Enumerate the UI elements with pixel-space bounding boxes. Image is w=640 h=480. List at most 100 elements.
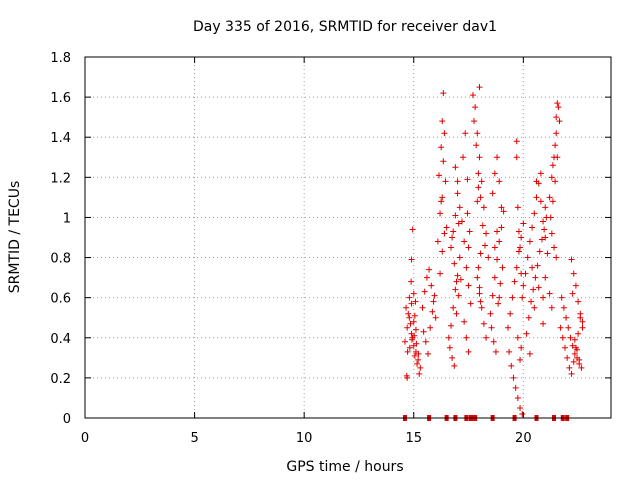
data-point <box>455 292 462 299</box>
x-tick-label: 10 <box>296 431 313 446</box>
data-point <box>474 130 481 137</box>
data-point <box>495 300 502 307</box>
data-point <box>497 280 504 287</box>
data-point <box>476 84 483 91</box>
data-point <box>579 324 586 331</box>
data-point <box>408 278 415 285</box>
data-point <box>513 264 520 271</box>
data-point <box>415 350 422 357</box>
data-point <box>478 178 485 185</box>
data-point <box>490 338 497 345</box>
data-point <box>574 346 581 353</box>
data-point <box>555 104 562 111</box>
data-point <box>517 404 524 411</box>
x-axis-ticks: 0 5 10 15 20 <box>81 57 532 446</box>
data-point <box>494 228 501 235</box>
data-point <box>471 118 478 125</box>
data-point <box>419 304 426 311</box>
data-point <box>462 130 469 137</box>
data-point <box>532 274 539 281</box>
data-point <box>451 260 458 267</box>
data-point <box>519 294 526 301</box>
data-point <box>437 270 444 277</box>
data-point <box>488 324 495 331</box>
data-point <box>547 214 554 221</box>
data-point <box>453 310 460 317</box>
data-point <box>404 324 411 331</box>
data-point <box>485 254 492 261</box>
data-point <box>408 336 415 343</box>
data-point <box>422 338 429 345</box>
data-point <box>533 194 540 201</box>
data-point <box>544 250 551 257</box>
data-point <box>575 330 582 337</box>
data-point <box>552 142 559 149</box>
data-point <box>429 308 436 315</box>
data-point <box>509 294 516 301</box>
data-point <box>496 238 503 245</box>
data-point <box>524 254 531 261</box>
data-point <box>461 238 468 245</box>
data-point <box>491 274 498 281</box>
data-point <box>546 290 553 297</box>
data-point <box>560 304 567 311</box>
data-point <box>420 328 427 335</box>
data-point <box>552 178 559 185</box>
data-point <box>537 198 544 205</box>
data-point <box>403 304 410 311</box>
data-point <box>576 356 583 363</box>
data-point <box>528 298 535 305</box>
data-point <box>445 334 452 341</box>
data-point <box>512 384 519 391</box>
data-point <box>407 320 414 327</box>
data-point <box>570 270 577 277</box>
data-point <box>499 264 506 271</box>
data-point <box>551 244 558 251</box>
data-point <box>549 198 556 205</box>
data-point <box>464 176 471 183</box>
data-point <box>520 220 527 227</box>
data-point <box>455 220 462 227</box>
data-point <box>554 154 561 161</box>
data-point <box>569 290 576 297</box>
data-point <box>409 226 416 233</box>
data-point <box>477 250 484 257</box>
data-point <box>538 236 545 243</box>
data-point <box>406 344 413 351</box>
data-point <box>424 350 431 357</box>
x-tick-label: 5 <box>190 431 198 446</box>
y-tick-label: 0.2 <box>50 372 71 387</box>
data-point <box>457 276 464 283</box>
data-point <box>442 178 449 185</box>
data-point <box>542 234 549 241</box>
data-point <box>537 170 544 177</box>
data-point <box>427 324 434 331</box>
data-point <box>412 326 419 333</box>
data-point <box>500 208 507 215</box>
data-point <box>449 234 456 241</box>
data-point <box>507 310 514 317</box>
data-point <box>452 164 459 171</box>
data-point <box>451 362 458 369</box>
data-point <box>561 344 568 351</box>
data-point <box>566 364 573 371</box>
data-point <box>514 204 521 211</box>
data-point <box>439 248 446 255</box>
data-point <box>506 348 513 355</box>
data-point <box>416 370 423 377</box>
data-point <box>513 154 520 161</box>
y-axis-label: SRMTID / TECUs <box>7 181 23 294</box>
y-tick-label: 0 <box>63 412 71 427</box>
data-point <box>439 118 446 125</box>
data-point <box>568 370 575 377</box>
data-point <box>434 238 441 245</box>
data-point <box>417 364 424 371</box>
data-point <box>563 314 570 321</box>
data-point <box>530 286 537 293</box>
data-point <box>456 204 463 211</box>
data-point <box>467 300 474 307</box>
data-point <box>458 218 465 225</box>
data-point <box>435 172 442 179</box>
data-point <box>572 282 579 289</box>
